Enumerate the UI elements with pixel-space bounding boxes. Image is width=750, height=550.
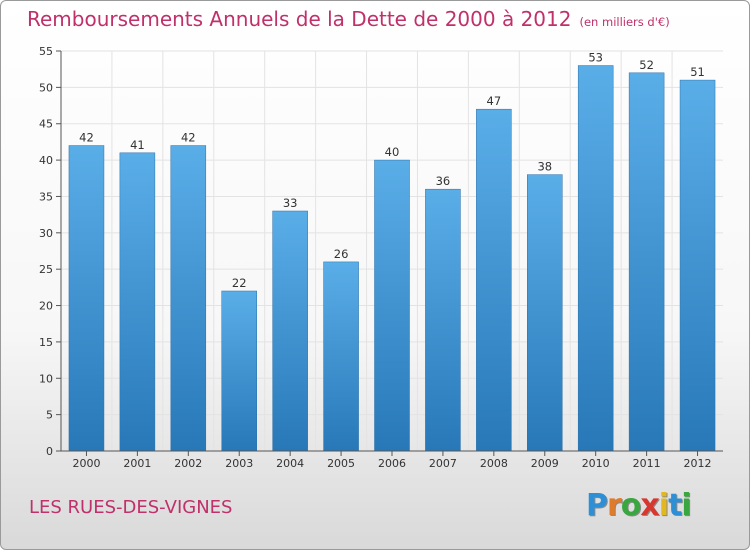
logo-letter-5: t xyxy=(668,488,682,523)
commune-name: LES RUES-DES-VIGNES xyxy=(29,497,233,518)
bar-2012 xyxy=(679,79,716,452)
bar-2003 xyxy=(221,290,257,452)
y-tick-label-35: 35 xyxy=(39,190,53,203)
logo-letter-0: P xyxy=(586,488,608,523)
bar-2007 xyxy=(425,188,461,452)
bar-value-label-2002: 42 xyxy=(181,131,196,145)
logo-letter-6: i xyxy=(681,488,691,523)
y-tick-label-15: 15 xyxy=(39,336,53,349)
bar-value-label-2007: 36 xyxy=(436,174,451,188)
bar-value-label-2008: 47 xyxy=(487,94,502,108)
bar-2000 xyxy=(68,145,105,452)
bar-value-label-2000: 42 xyxy=(79,131,94,145)
bar-value-label-2003: 22 xyxy=(232,276,247,290)
bar-2001 xyxy=(119,152,156,452)
bar-value-label-2012: 51 xyxy=(690,65,705,79)
y-tick-label-5: 5 xyxy=(46,409,53,422)
logo-letter-1: r xyxy=(607,488,622,523)
bars: 42 41 42 22 33 26 40 36 47 38 53 52 51 xyxy=(68,51,716,452)
y-tick-label-40: 40 xyxy=(39,154,53,167)
logo-letter-3: x xyxy=(640,488,659,523)
x-tick-label-2010: 2010 xyxy=(582,457,610,470)
x-tick-label-2005: 2005 xyxy=(327,457,355,470)
chart-title-text: Remboursements Annuels de la Dette de 20… xyxy=(27,7,572,31)
x-tick-label-2011: 2011 xyxy=(633,457,661,470)
bar-value-label-2005: 26 xyxy=(334,247,349,261)
y-tick-label-0: 0 xyxy=(46,445,53,458)
bar-2009 xyxy=(527,174,563,452)
y-tick-label-10: 10 xyxy=(39,372,53,385)
bar-2005 xyxy=(323,261,359,452)
x-tick-label-2008: 2008 xyxy=(480,457,508,470)
y-tick-label-55: 55 xyxy=(39,45,53,58)
bar-value-label-2011: 52 xyxy=(639,58,654,72)
bar-value-label-2009: 38 xyxy=(537,160,552,174)
y-tick-label-25: 25 xyxy=(39,263,53,276)
bar-2008 xyxy=(476,108,512,452)
y-tick-label-20: 20 xyxy=(39,300,53,313)
bar-2004 xyxy=(272,210,308,452)
x-tick-label-2004: 2004 xyxy=(276,457,304,470)
axes: 0 5 10 15 20 25 30 35 40 45 50 55 2000 2001 2002 2003 20… xyxy=(39,45,723,470)
x-tick-label-2012: 2012 xyxy=(684,457,712,470)
x-tick-label-2002: 2002 xyxy=(174,457,202,470)
x-tick-label-2001: 2001 xyxy=(123,457,151,470)
logo-letter-4: i xyxy=(658,488,669,523)
proxiti-logo: Proxiti xyxy=(586,488,692,523)
bar-2010 xyxy=(577,65,614,452)
chart-title-unit: (en milliers d'€) xyxy=(579,15,670,29)
bar-value-label-2006: 40 xyxy=(385,145,400,159)
bar-2011 xyxy=(628,72,665,452)
x-tick-label-2003: 2003 xyxy=(225,457,253,470)
x-tick-label-2006: 2006 xyxy=(378,457,406,470)
chart-title: Remboursements Annuels de la Dette de 20… xyxy=(27,7,670,31)
bar-value-label-2010: 53 xyxy=(588,51,603,65)
bar-value-label-2004: 33 xyxy=(283,196,298,210)
x-tick-label-2009: 2009 xyxy=(531,457,559,470)
y-tick-label-45: 45 xyxy=(39,118,53,131)
bar-value-label-2001: 41 xyxy=(130,138,145,152)
bar-2002 xyxy=(170,145,207,452)
y-tick-label-30: 30 xyxy=(39,227,53,240)
logo-letter-2: o xyxy=(620,488,642,523)
y-tick-label-50: 50 xyxy=(39,81,53,94)
x-tick-label-2007: 2007 xyxy=(429,457,457,470)
bar-2006 xyxy=(374,159,410,452)
x-tick-label-2000: 2000 xyxy=(72,457,100,470)
